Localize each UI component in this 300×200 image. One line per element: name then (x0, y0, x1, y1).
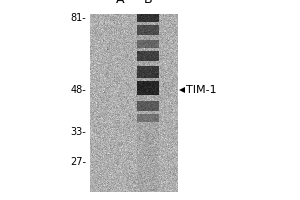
Text: 48-: 48- (70, 85, 86, 95)
Text: B: B (144, 0, 152, 6)
Text: A: A (116, 0, 124, 6)
Text: TIM-1: TIM-1 (186, 85, 217, 95)
Text: 33-: 33- (70, 127, 86, 137)
Text: 27-: 27- (70, 157, 86, 167)
Text: 81-: 81- (70, 13, 86, 23)
